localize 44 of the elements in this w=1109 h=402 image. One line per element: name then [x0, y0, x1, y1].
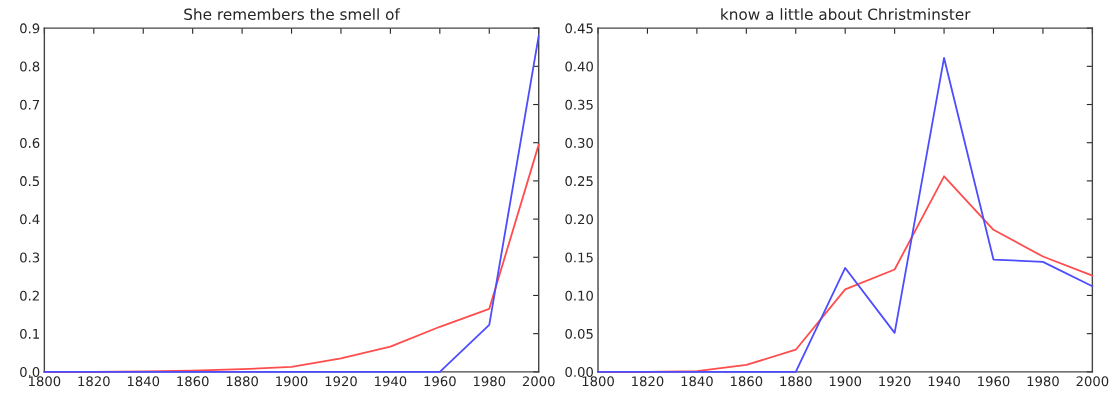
y-tick-label: 0.3: [20, 252, 40, 263]
x-tick-label: 1820: [632, 376, 664, 387]
x-tick-label: 1800: [29, 376, 61, 387]
y-tick-label: 0.45: [565, 23, 593, 34]
y-tick-label: 0.25: [565, 176, 593, 187]
y-tick-label: 0.7: [20, 99, 40, 110]
y-tick-label: 0.10: [565, 290, 593, 301]
y-tick-label: 0.2: [20, 290, 39, 301]
y-tick-label: 0.0: [20, 367, 40, 378]
y-tick-label: 0.35: [565, 99, 593, 110]
y-tick-label: 0.8: [20, 61, 40, 72]
y-tick-label: 0.4: [20, 214, 40, 225]
x-tick-label: 1860: [730, 376, 763, 387]
y-tick-label: 0.20: [565, 214, 593, 225]
y-tick-label: 0.05: [565, 328, 593, 339]
x-tick-label: 2000: [522, 376, 555, 387]
x-tick-label: 1820: [78, 376, 110, 387]
y-tick-label: 0.9: [20, 23, 40, 34]
x-tick-label: 1980: [1027, 376, 1059, 387]
chart-title: know a little about Christminster: [721, 8, 971, 21]
y-tick-label: 0.1: [20, 328, 39, 339]
x-tick-label: 1980: [473, 376, 506, 387]
y-tick-label: 0.40: [565, 61, 593, 72]
x-tick-label: 1940: [928, 376, 960, 387]
x-tick-label: 1960: [424, 376, 456, 387]
x-tick-label: 1860: [177, 376, 209, 387]
y-tick-label: 0.15: [565, 252, 593, 263]
y-tick-label: 0.00: [565, 367, 593, 378]
x-tick-label: 1840: [127, 376, 160, 387]
x-tick-label: 1900: [276, 376, 308, 387]
x-tick-label: 1900: [829, 376, 862, 387]
y-tick-label: 0.6: [20, 137, 40, 148]
x-tick-label: 1840: [681, 376, 713, 387]
y-tick-label: 0.30: [565, 137, 593, 148]
x-tick-label: 1880: [226, 376, 259, 387]
x-tick-label: 1940: [375, 376, 407, 387]
x-tick-label: 1920: [325, 376, 357, 387]
x-tick-label: 1880: [780, 376, 812, 387]
y-tick-label: 0.5: [20, 176, 40, 187]
chart-title: She remembers the smell of: [184, 8, 401, 21]
x-tick-label: 2000: [1076, 376, 1109, 387]
x-tick-label: 1800: [582, 376, 614, 387]
x-tick-label: 1960: [978, 376, 1010, 387]
x-tick-label: 1920: [879, 376, 911, 387]
